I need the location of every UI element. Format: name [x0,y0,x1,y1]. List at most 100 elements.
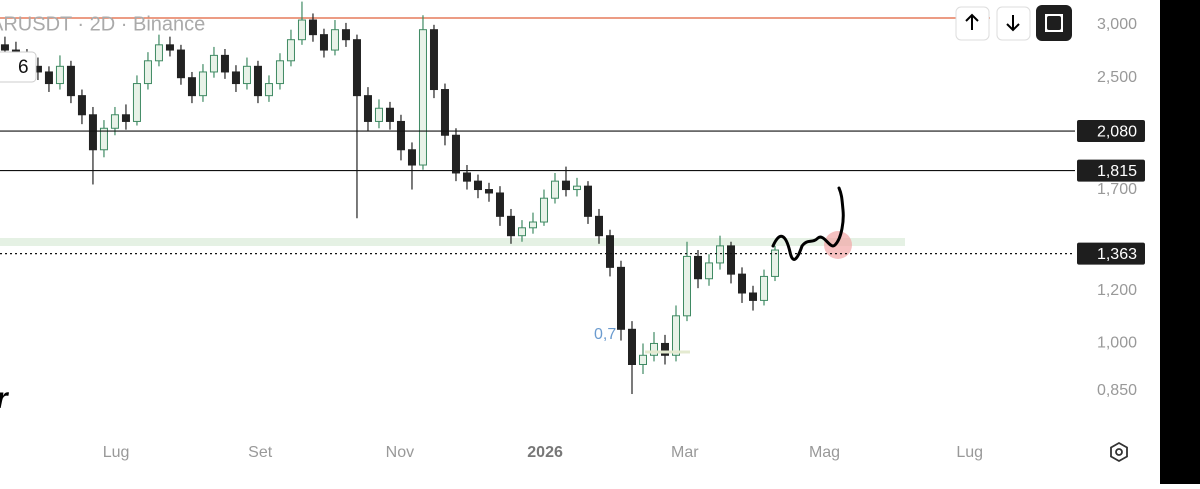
y-tick-label: 0,850 [1097,382,1137,399]
interval-input[interactable]: 6 [18,57,29,78]
level-label-box [1077,120,1145,143]
candle-body [738,273,747,294]
candle-body [660,342,669,356]
scroll-up-button[interactable] [955,6,990,41]
candle-body [506,215,515,237]
candle-body [638,354,647,366]
candle-body [539,197,548,223]
candle-body [572,185,581,191]
candle-body [176,49,185,79]
arrow-down-icon [1006,15,1020,32]
candle-body [418,29,427,166]
candle-body [517,227,526,237]
candle-body [550,180,559,199]
level-label: 2,080 [1097,123,1137,140]
candle-body [429,29,438,91]
candle-body [495,192,504,217]
candle-body [374,107,383,122]
candle-body [0,44,9,51]
candle-body [473,180,482,191]
candle-body [44,71,53,85]
candle-body [66,65,75,97]
candle-body [99,127,108,151]
candle-body [528,221,537,229]
candle-body [363,95,372,122]
right-border [1160,0,1200,484]
x-tick-label: Mar [671,444,699,461]
scroll-down-button[interactable] [996,6,1031,41]
candle-body [132,83,141,122]
candle-body [451,134,460,174]
settings-icon [1110,441,1128,463]
x-tick-label: Nov [386,444,414,461]
candle-body [760,275,769,301]
x-tick-label: Set [248,444,273,461]
arrow-up-icon [965,13,979,30]
candle-body [88,114,97,151]
candle-body [484,189,493,194]
candle-body [121,114,130,122]
candle-body [154,44,163,62]
candle-body [341,29,350,41]
candle-body [319,34,328,51]
candle-body [694,255,703,280]
settings-icon [1115,448,1123,456]
candle-body [727,245,736,275]
y-tick-label: 1,700 [1097,181,1137,198]
x-tick-label: Mag [809,444,840,461]
y-tick-label: 1,200 [1097,282,1137,299]
candle-body [462,172,471,182]
settings-button[interactable] [1110,441,1128,463]
candle-body [286,39,295,62]
candles [0,1,780,395]
candle-body [55,65,64,85]
y-tick-label: 3,000 [1097,16,1137,33]
fib-label: 0,7 [594,326,616,343]
candle-body [583,185,592,217]
candle-body [275,60,284,85]
candle-body [231,71,240,85]
level-label-box [1077,159,1145,182]
y-tick-label: 1,000 [1097,335,1137,352]
candle-body [594,215,603,237]
level-label-box [1077,242,1145,265]
candle-body [143,60,152,85]
candle-body [242,65,251,85]
x-tick-label: Lug [103,444,130,461]
hand-drawing [771,186,845,261]
fullscreen-icon [1045,14,1063,32]
level-label: 1,363 [1097,246,1137,263]
candle-body [198,71,207,97]
level-label: 1,815 [1097,163,1137,180]
candle-body [749,292,758,301]
candle-body [330,29,339,51]
candle-body [165,44,174,51]
candle-body [407,149,416,166]
candle-body [385,107,394,122]
candle-body [716,245,725,264]
candle-body [352,39,361,97]
candle-body [771,249,780,277]
watermark: r [0,382,10,415]
candle-body [672,315,681,356]
candle-body [110,114,119,129]
candle-body [220,54,229,73]
zone [0,238,905,246]
candle-body [616,266,625,330]
interval-box[interactable] [0,51,37,83]
candle-body [683,255,692,317]
candle-body [627,328,636,366]
candle-body [649,342,658,356]
alert-dot [824,231,852,259]
fullscreen-button[interactable] [1036,5,1072,41]
candle-body [253,65,262,97]
candle-body [209,54,218,73]
candle-body [440,89,449,136]
x-tick-label: 2026 [527,444,563,461]
candle-body [308,19,317,36]
button-frame [1036,5,1072,41]
candle-body [396,120,405,151]
candle-body [264,83,273,97]
